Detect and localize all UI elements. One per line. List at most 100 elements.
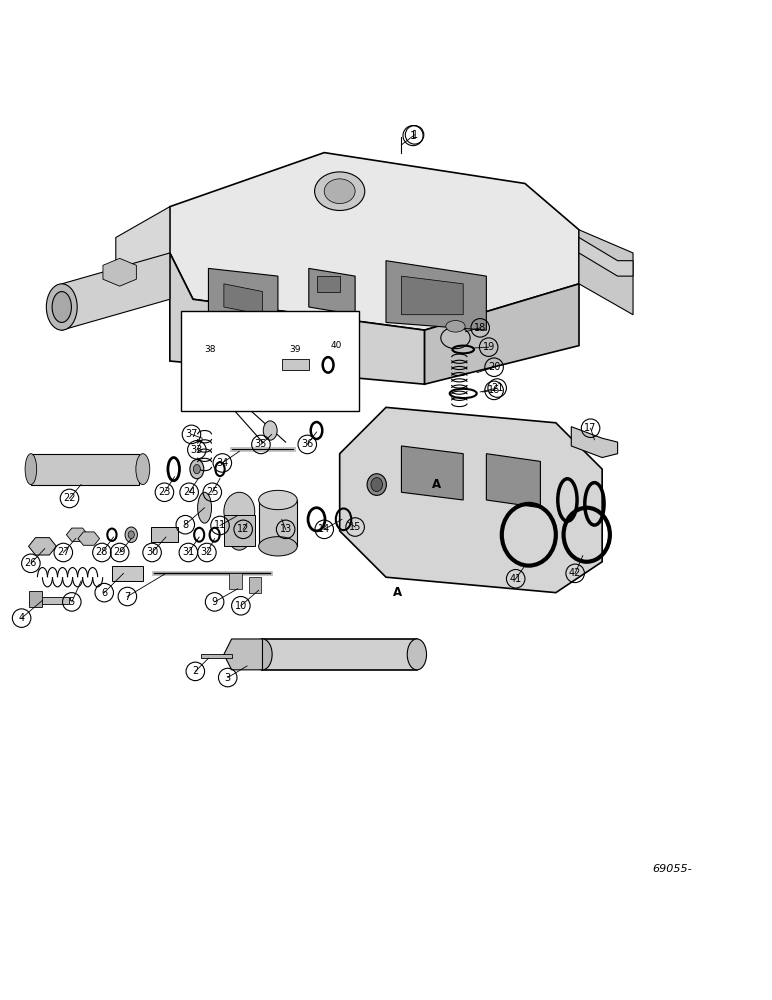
Polygon shape	[201, 654, 232, 658]
Polygon shape	[103, 258, 137, 286]
Text: 25: 25	[206, 487, 218, 497]
Text: 9: 9	[212, 597, 218, 607]
Text: 42: 42	[569, 568, 581, 578]
Text: 18: 18	[474, 323, 486, 333]
Ellipse shape	[367, 474, 386, 495]
Text: 29: 29	[113, 547, 126, 557]
Text: 36: 36	[301, 439, 313, 449]
Polygon shape	[31, 596, 69, 604]
Text: 37: 37	[185, 429, 198, 439]
Polygon shape	[579, 238, 633, 276]
Polygon shape	[262, 639, 417, 670]
Polygon shape	[309, 268, 355, 315]
Ellipse shape	[128, 531, 134, 539]
Ellipse shape	[441, 327, 470, 349]
Polygon shape	[249, 577, 261, 593]
Text: 15: 15	[349, 522, 361, 532]
Text: 1: 1	[410, 131, 416, 141]
Text: 23: 23	[158, 487, 171, 497]
Ellipse shape	[259, 490, 297, 510]
Text: 26: 26	[25, 558, 37, 568]
Text: 5: 5	[69, 597, 75, 607]
Text: 8: 8	[182, 520, 188, 530]
Text: 27: 27	[57, 547, 69, 557]
Text: A: A	[432, 478, 441, 491]
Text: 28: 28	[96, 547, 108, 557]
Polygon shape	[170, 153, 579, 330]
Ellipse shape	[46, 284, 77, 330]
Ellipse shape	[52, 292, 71, 322]
Text: 12: 12	[237, 524, 249, 534]
Text: 16: 16	[488, 385, 500, 395]
Polygon shape	[259, 500, 297, 546]
Ellipse shape	[25, 454, 36, 485]
Polygon shape	[229, 573, 242, 589]
Ellipse shape	[259, 537, 297, 556]
Text: 41: 41	[510, 574, 522, 584]
Ellipse shape	[193, 464, 200, 474]
Text: 31: 31	[182, 547, 195, 557]
Polygon shape	[224, 639, 262, 670]
Polygon shape	[170, 253, 425, 384]
Text: 1: 1	[411, 130, 418, 140]
Polygon shape	[29, 538, 56, 555]
Polygon shape	[31, 454, 139, 485]
Polygon shape	[282, 359, 309, 370]
Polygon shape	[224, 284, 262, 315]
Text: 32: 32	[201, 547, 213, 557]
Ellipse shape	[315, 172, 364, 211]
Text: 3: 3	[225, 673, 231, 683]
Polygon shape	[62, 253, 170, 330]
Text: 13: 13	[279, 524, 292, 534]
Text: 4: 4	[19, 613, 25, 623]
Polygon shape	[425, 284, 579, 384]
Ellipse shape	[198, 492, 212, 523]
Ellipse shape	[125, 527, 137, 542]
Text: A: A	[393, 586, 402, 599]
Ellipse shape	[445, 321, 465, 332]
Polygon shape	[66, 528, 88, 541]
Polygon shape	[224, 515, 255, 546]
Text: 2: 2	[192, 666, 198, 676]
Text: 20: 20	[488, 362, 500, 372]
Text: 6: 6	[101, 588, 107, 598]
Text: 30: 30	[146, 547, 158, 557]
Polygon shape	[386, 261, 486, 330]
Text: 21: 21	[491, 383, 503, 393]
Ellipse shape	[228, 519, 251, 550]
Polygon shape	[317, 276, 340, 292]
Text: 38: 38	[205, 345, 215, 354]
Text: 17: 17	[584, 423, 597, 433]
Text: 40: 40	[330, 341, 341, 350]
Polygon shape	[401, 446, 463, 500]
Ellipse shape	[190, 459, 204, 479]
Text: 34: 34	[216, 458, 229, 468]
Text: 10: 10	[235, 601, 247, 611]
Polygon shape	[78, 532, 100, 545]
Polygon shape	[116, 207, 170, 284]
Polygon shape	[29, 591, 42, 607]
Text: 7: 7	[124, 591, 130, 601]
FancyBboxPatch shape	[181, 311, 359, 411]
Ellipse shape	[408, 639, 426, 670]
Polygon shape	[208, 268, 278, 330]
Text: 39: 39	[290, 345, 300, 354]
Text: 35: 35	[255, 439, 267, 449]
Polygon shape	[151, 527, 178, 542]
Text: 19: 19	[482, 342, 495, 352]
Polygon shape	[579, 230, 633, 315]
Polygon shape	[401, 276, 463, 315]
Polygon shape	[486, 454, 540, 508]
Ellipse shape	[136, 454, 150, 485]
Text: 24: 24	[183, 487, 195, 497]
Ellipse shape	[371, 478, 382, 492]
Ellipse shape	[324, 179, 355, 204]
Ellipse shape	[224, 492, 255, 531]
Text: 14: 14	[318, 524, 330, 534]
Ellipse shape	[252, 639, 272, 670]
Text: 33: 33	[191, 445, 203, 455]
Text: 11: 11	[214, 520, 226, 530]
Text: 69055-: 69055-	[652, 864, 692, 874]
Text: 22: 22	[63, 493, 76, 503]
Ellipse shape	[263, 421, 277, 440]
